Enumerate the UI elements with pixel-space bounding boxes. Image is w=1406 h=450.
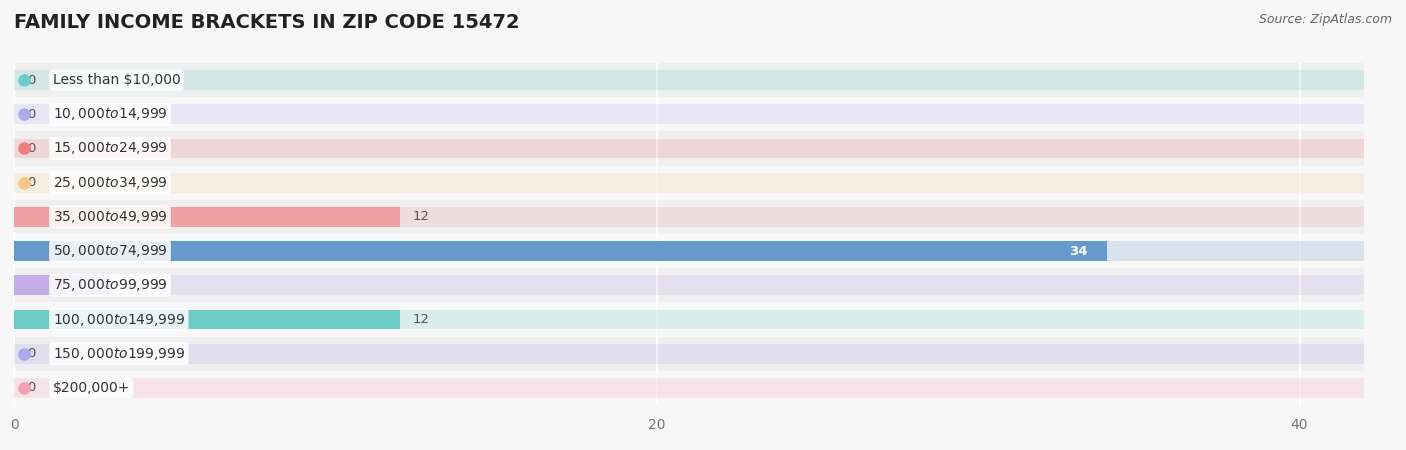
Bar: [14, 371, 1364, 405]
Bar: [14, 310, 1364, 329]
Text: $50,000 to $74,999: $50,000 to $74,999: [52, 243, 167, 259]
Text: 0: 0: [27, 74, 35, 86]
Bar: [14, 234, 1364, 268]
Text: Less than $10,000: Less than $10,000: [52, 73, 180, 87]
Bar: [14, 310, 399, 329]
Bar: [14, 337, 1364, 371]
Bar: [14, 131, 1364, 166]
Text: 0: 0: [27, 347, 35, 360]
Text: Source: ZipAtlas.com: Source: ZipAtlas.com: [1258, 14, 1392, 27]
Text: 34: 34: [1069, 245, 1087, 257]
Bar: [14, 268, 1364, 302]
Bar: [14, 166, 1364, 200]
Text: $35,000 to $49,999: $35,000 to $49,999: [52, 209, 167, 225]
Text: $75,000 to $99,999: $75,000 to $99,999: [52, 277, 167, 293]
Bar: [14, 173, 1364, 193]
Bar: [14, 378, 1364, 398]
Text: 0: 0: [27, 108, 35, 121]
Bar: [14, 63, 1364, 97]
Text: FAMILY INCOME BRACKETS IN ZIP CODE 15472: FAMILY INCOME BRACKETS IN ZIP CODE 15472: [14, 14, 520, 32]
Text: 0: 0: [27, 176, 35, 189]
Text: $150,000 to $199,999: $150,000 to $199,999: [52, 346, 186, 362]
Bar: [14, 241, 1364, 261]
Text: $25,000 to $34,999: $25,000 to $34,999: [52, 175, 167, 191]
Bar: [14, 302, 1364, 337]
Bar: [14, 70, 1364, 90]
Text: $15,000 to $24,999: $15,000 to $24,999: [52, 140, 167, 157]
Text: 12: 12: [412, 211, 430, 223]
Text: 3: 3: [124, 279, 132, 292]
Text: $10,000 to $14,999: $10,000 to $14,999: [52, 106, 167, 122]
Text: $100,000 to $149,999: $100,000 to $149,999: [52, 311, 186, 328]
Text: 0: 0: [27, 382, 35, 394]
Bar: [14, 241, 1107, 261]
Bar: [14, 344, 1364, 364]
Bar: [14, 97, 1364, 131]
Bar: [14, 207, 399, 227]
Text: 12: 12: [412, 313, 430, 326]
Bar: [14, 207, 1364, 227]
Text: 0: 0: [27, 142, 35, 155]
Text: $200,000+: $200,000+: [52, 381, 129, 395]
Bar: [14, 200, 1364, 234]
Bar: [14, 104, 1364, 124]
Bar: [14, 275, 111, 295]
Bar: [14, 139, 1364, 158]
Bar: [14, 275, 1364, 295]
